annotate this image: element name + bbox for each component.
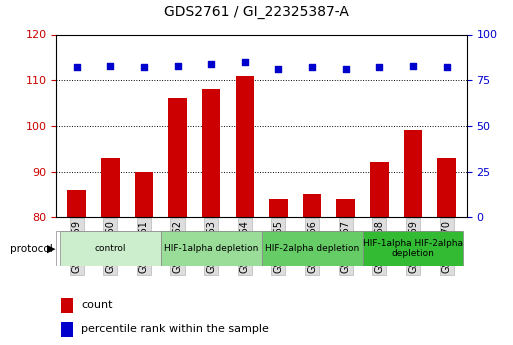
Point: [207, 61, 215, 67]
Point: [409, 63, 417, 68]
Text: HIF-1alpha HIF-2alpha
depletion: HIF-1alpha HIF-2alpha depletion: [363, 239, 463, 258]
Point: [308, 65, 316, 70]
Bar: [438, 158, 456, 345]
Point: [443, 65, 451, 70]
Point: [342, 67, 350, 72]
Bar: [134, 171, 153, 345]
Point: [376, 65, 384, 70]
Bar: [61, 298, 73, 313]
Bar: [101, 158, 120, 345]
Text: HIF-2alpha depletion: HIF-2alpha depletion: [265, 244, 359, 253]
Bar: [303, 195, 321, 345]
Text: count: count: [81, 300, 112, 310]
Bar: [404, 130, 422, 345]
Bar: [168, 98, 187, 345]
Point: [274, 67, 283, 72]
Bar: [61, 322, 73, 337]
Bar: [161, 231, 262, 266]
Bar: [235, 76, 254, 345]
Bar: [269, 199, 288, 345]
Bar: [67, 190, 86, 345]
Point: [241, 59, 249, 65]
Bar: [363, 231, 463, 266]
Bar: [60, 231, 161, 266]
Text: GDS2761 / GI_22325387-A: GDS2761 / GI_22325387-A: [164, 5, 349, 19]
Text: control: control: [94, 244, 126, 253]
Text: protocol: protocol: [10, 244, 53, 254]
Bar: [337, 199, 355, 345]
Text: HIF-1alpha depletion: HIF-1alpha depletion: [164, 244, 259, 253]
Point: [173, 63, 182, 68]
Point: [72, 65, 81, 70]
Text: ▶: ▶: [47, 244, 56, 254]
Point: [106, 63, 114, 68]
Bar: [370, 162, 389, 345]
Text: percentile rank within the sample: percentile rank within the sample: [81, 325, 269, 334]
Bar: [262, 231, 363, 266]
Point: [140, 65, 148, 70]
Bar: [202, 89, 221, 345]
